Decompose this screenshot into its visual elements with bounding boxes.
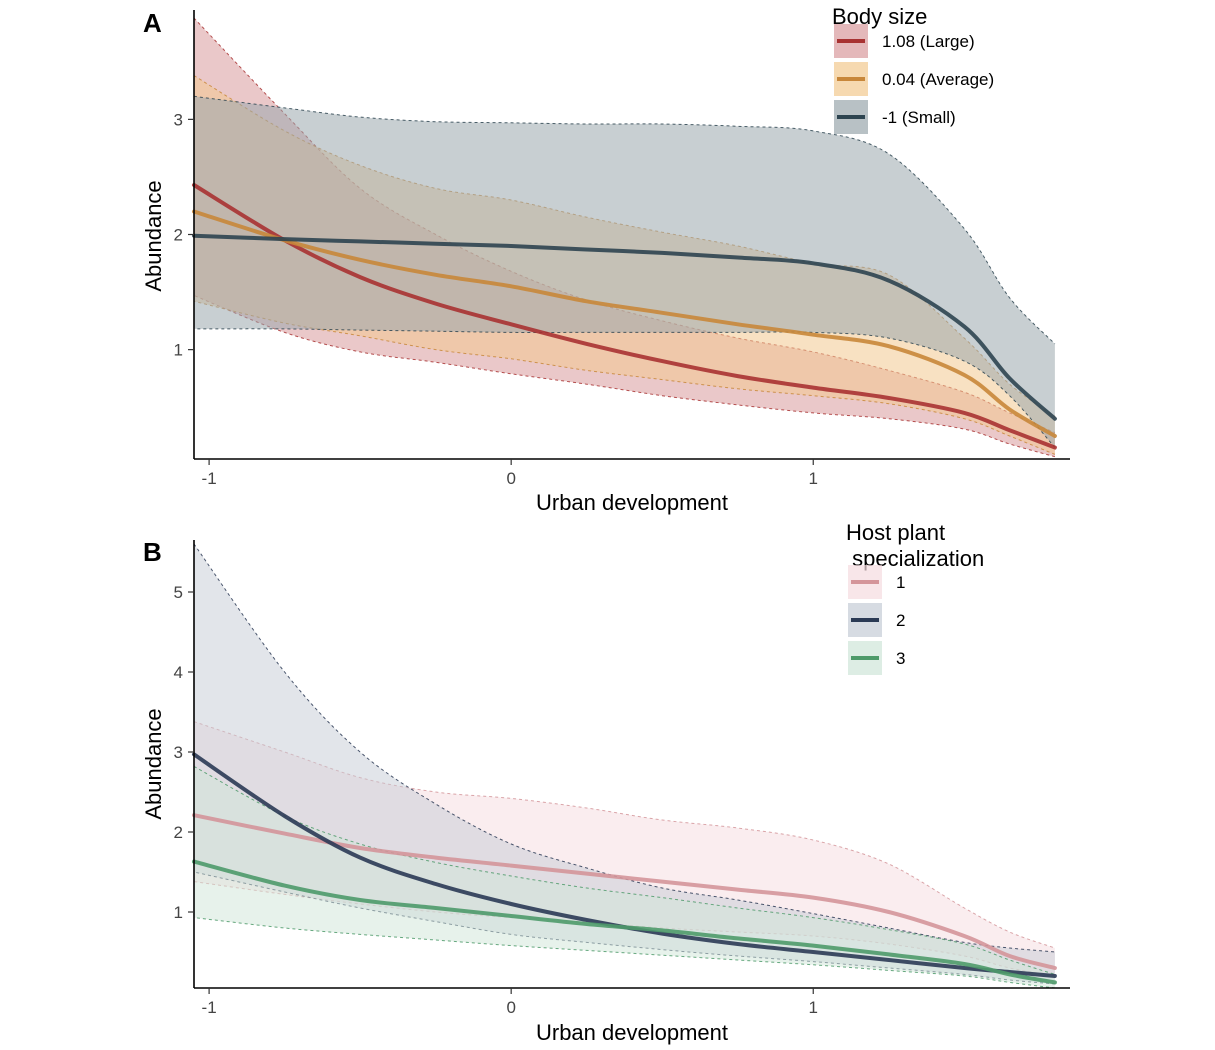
x-axis-title: Urban development	[536, 1020, 728, 1045]
ticks: -1 0 1 1 2 3 4 5	[174, 583, 818, 1017]
series-lines	[192, 183, 1057, 450]
y-tick-label: 5	[174, 583, 183, 602]
y-axis-title: Abundance	[141, 708, 166, 819]
series-line-2	[192, 209, 1057, 438]
legend-label: 0.04 (Average)	[882, 70, 994, 89]
y-tick-label: 3	[174, 110, 183, 129]
series-lines	[192, 752, 1057, 985]
band-lower-3	[193, 328, 1056, 448]
panel-letter-b: B	[143, 537, 162, 567]
legend-item-3: 3	[848, 641, 905, 675]
legend-item-1: 1	[848, 565, 905, 599]
legend-label: 2	[896, 611, 905, 630]
series-line-1	[192, 183, 1057, 450]
x-tick-label: 0	[506, 469, 515, 488]
band-upper-3	[193, 95, 1056, 345]
band-1	[194, 18, 1055, 457]
y-tick-label: 2	[174, 823, 183, 842]
axes	[193, 540, 1070, 989]
legend-label: 3	[896, 649, 905, 668]
legend-title-line-1: Host plant	[846, 520, 945, 545]
series-line-3	[192, 859, 1057, 985]
panel-letter-a: A	[143, 8, 162, 38]
band-lower-1	[193, 295, 1056, 458]
y-tick-label: 4	[174, 663, 183, 682]
band-1	[194, 721, 1055, 976]
y-tick-label: 3	[174, 743, 183, 762]
band-3	[194, 96, 1055, 448]
series-line-3	[192, 233, 1057, 421]
x-tick-label: -1	[202, 469, 217, 488]
series-line-2	[192, 752, 1057, 978]
legend-item-1: 1.08 (Large)	[834, 24, 975, 58]
band-upper-2	[193, 543, 1055, 953]
legend-item-3: -1 (Small)	[834, 100, 956, 134]
x-tick-label: -1	[202, 998, 217, 1017]
legend-title: Host plant specialization	[846, 520, 984, 571]
legend-label: -1 (Small)	[882, 108, 956, 127]
series-line-1	[192, 813, 1057, 970]
ticks: -1 0 1 1 2 3	[174, 110, 818, 488]
y-axis-title: Abundance	[141, 180, 166, 291]
legend-label: 1	[896, 573, 905, 592]
x-axis-title: Urban development	[536, 490, 728, 515]
y-tick-label: 2	[174, 226, 183, 245]
band-lower-2	[193, 300, 1056, 455]
legend-item-2: 2	[848, 603, 905, 637]
legend-item-2: 0.04 (Average)	[834, 62, 994, 96]
band-upper-3	[193, 765, 1056, 975]
legend-label: 1.08 (Large)	[882, 32, 975, 51]
legend: Body size 1.08 (Large)0.04 (Average)-1 (…	[832, 4, 994, 134]
y-tick-label: 1	[174, 341, 183, 360]
legend: Host plant specialization 1 2 3	[846, 520, 984, 675]
band-lower-3	[193, 917, 1055, 989]
x-tick-label: 1	[809, 469, 818, 488]
x-tick-label: 0	[506, 998, 515, 1017]
x-tick-label: 1	[809, 998, 818, 1017]
band-3	[194, 766, 1055, 988]
y-tick-label: 1	[174, 903, 183, 922]
confidence-bands	[193, 17, 1056, 458]
